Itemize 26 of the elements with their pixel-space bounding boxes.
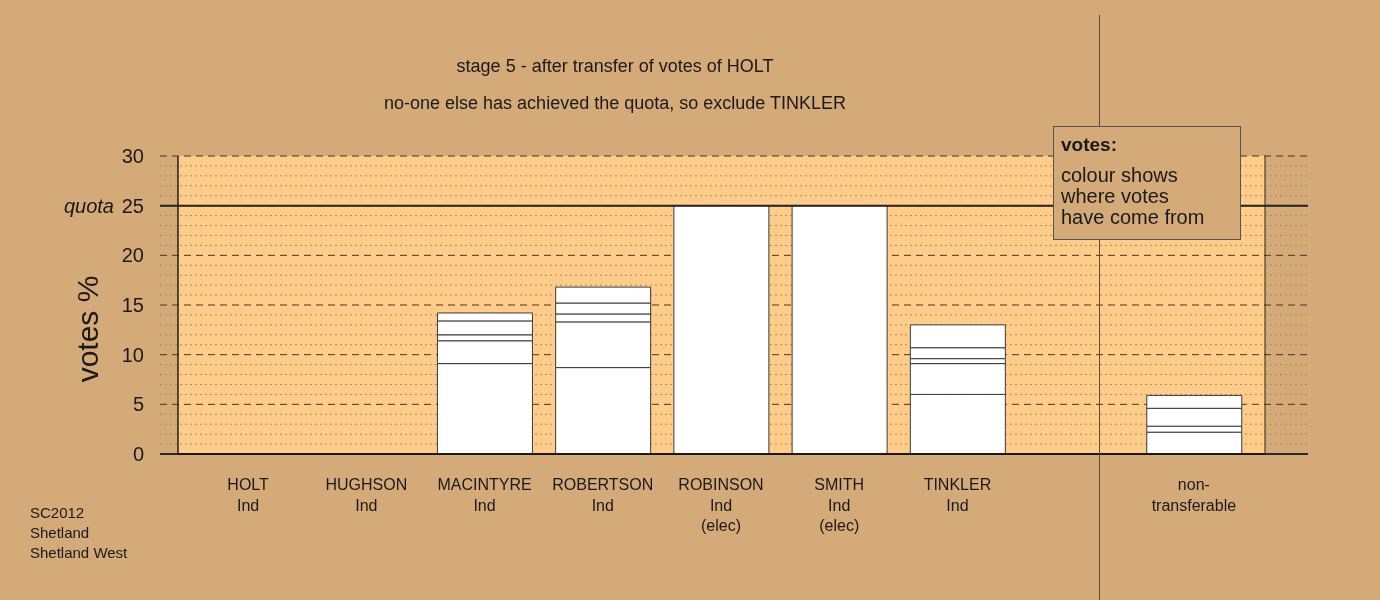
y-tick-label: 15 bbox=[121, 294, 144, 316]
text: SC2012 Shetland Shetland West bbox=[30, 503, 128, 563]
x-tick-label: ROBINSON Ind (elec) bbox=[678, 476, 764, 534]
x-tick-label: ROBERTSON Ind bbox=[552, 476, 654, 514]
x-tick-label: MACINTYRE Ind bbox=[437, 476, 532, 514]
x-tick-label: SMITH Ind (elec) bbox=[814, 476, 865, 534]
y-tick-label: 20 bbox=[121, 244, 144, 267]
bar bbox=[1146, 431, 1243, 454]
legend-title: votes: bbox=[1061, 133, 1118, 157]
chart-subtitle: no-one else has achieved the quota, so exclude TINKLER bbox=[383, 92, 847, 114]
y-tick-label: 10 bbox=[121, 343, 144, 366]
y-tick-label: 0 bbox=[132, 443, 144, 465]
legend-box: votes: colour shows where votes have come from bbox=[1053, 126, 1241, 240]
y-tick-label: 5 bbox=[132, 393, 144, 416]
y-tick-label: 25 bbox=[121, 194, 144, 217]
x-tick-label: non- transferable bbox=[1151, 476, 1237, 514]
x-tick-label: TINKLER Ind bbox=[923, 476, 992, 514]
bar bbox=[673, 205, 770, 454]
chart-title: stage 5 - after transfer of votes of HOLT bbox=[455, 55, 775, 77]
ref-line-label: quota bbox=[63, 194, 114, 217]
bar bbox=[791, 205, 888, 454]
x-tick-label: HOLT Ind bbox=[227, 476, 270, 514]
y-axis-title: votes % bbox=[71, 275, 104, 383]
y-tick-label: 30 bbox=[121, 145, 144, 167]
annotation: colour shows where votes have come from bbox=[1061, 164, 1206, 228]
x-tick-label: HUGHSON Ind bbox=[325, 476, 408, 514]
